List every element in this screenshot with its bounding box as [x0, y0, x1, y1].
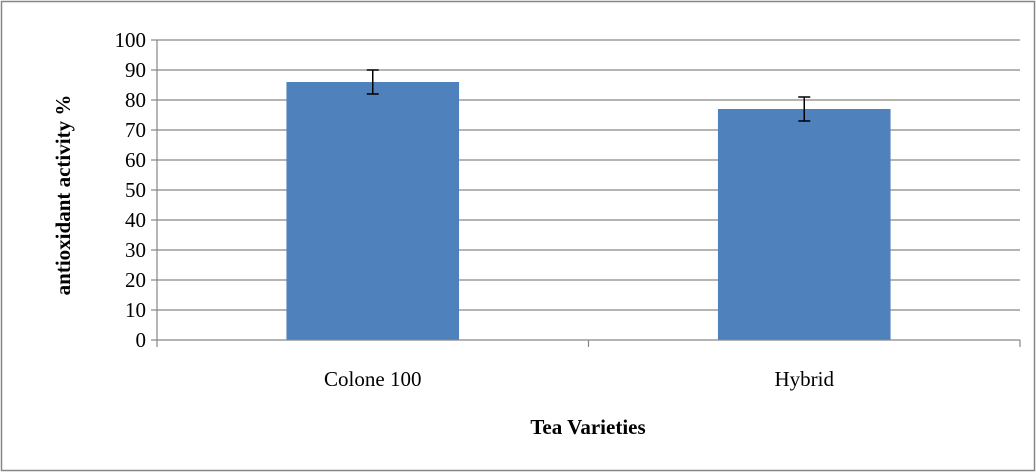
- y-tick-label: 0: [136, 328, 147, 352]
- y-axis-title: antioxidant activity %: [51, 95, 75, 296]
- axes: [151, 39, 1021, 347]
- x-tick-label: Colone 100: [324, 367, 421, 391]
- bar: [717, 109, 891, 340]
- y-tick-label: 90: [125, 58, 146, 82]
- y-tick-label: 40: [125, 208, 146, 232]
- y-tick-labels: 0 10 20 30 40 50 60 70 80 90 100: [115, 28, 147, 352]
- y-tick-label: 80: [125, 88, 146, 112]
- y-tick-label: 60: [125, 148, 146, 172]
- x-tick-label: Hybrid: [775, 367, 835, 391]
- y-tick-label: 20: [125, 268, 146, 292]
- y-tick-label: 50: [125, 178, 146, 202]
- y-tick-label: 30: [125, 238, 146, 262]
- y-tick-label: 10: [125, 298, 146, 322]
- x-tick-labels: Colone 100 Hybrid: [324, 367, 834, 391]
- bars: [286, 82, 891, 340]
- y-tick-label: 70: [125, 118, 146, 142]
- error-bars: [366, 69, 811, 122]
- bar: [286, 82, 460, 340]
- x-axis-title: Tea Varieties: [530, 415, 645, 439]
- y-tick-label: 100: [115, 28, 147, 52]
